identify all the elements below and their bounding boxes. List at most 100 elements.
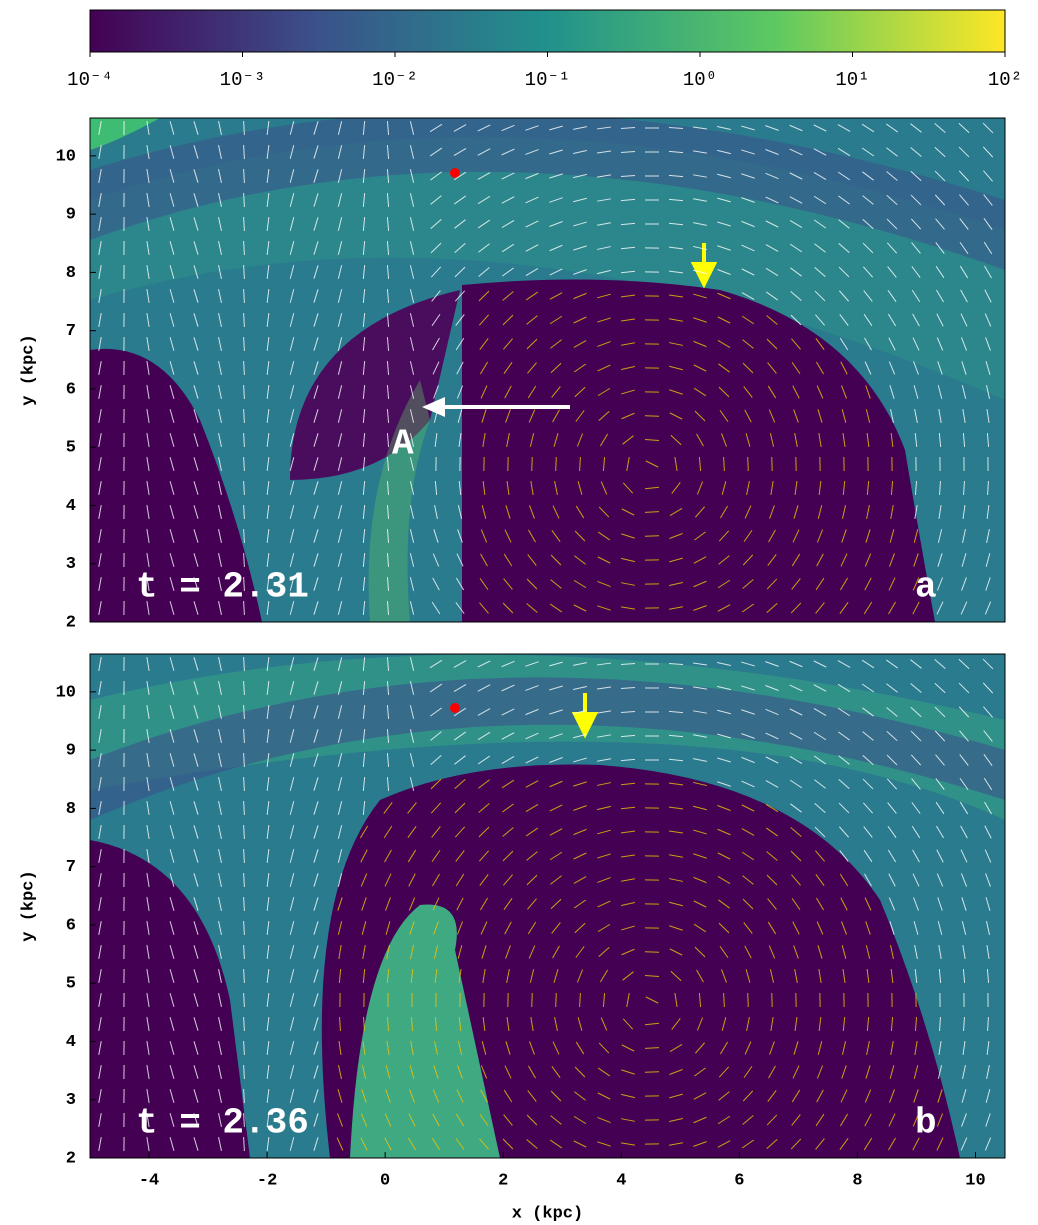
velocity-arrow <box>839 337 849 351</box>
velocity-arrow <box>693 556 707 564</box>
velocity-arrow <box>218 241 222 255</box>
velocity-arrow <box>337 337 343 351</box>
velocity-arrow <box>98 385 102 399</box>
velocity-arrow <box>838 242 850 254</box>
velocity-arrow <box>313 361 319 375</box>
velocity-arrow <box>98 577 102 591</box>
velocity-arrow <box>218 553 222 567</box>
velocity-arrow <box>620 734 636 738</box>
velocity-arrow <box>218 873 222 887</box>
velocity-arrow <box>576 969 584 983</box>
velocity-arrow <box>361 1089 367 1103</box>
velocity-arrow <box>813 148 827 156</box>
velocity-arrow <box>98 361 102 375</box>
velocity-arrow <box>935 289 945 303</box>
velocity-arrow <box>243 456 245 472</box>
velocity-arrow <box>337 553 343 567</box>
velocity-arrow <box>889 385 895 399</box>
velocity-arrow <box>313 921 319 935</box>
velocity-arrow <box>890 409 894 423</box>
velocity-arrow <box>938 945 942 959</box>
velocity-arrow <box>384 849 392 863</box>
velocity-arrow <box>598 946 610 958</box>
red-dot <box>450 703 460 713</box>
velocity-arrow <box>98 1017 102 1031</box>
velocity-arrow <box>218 993 222 1007</box>
velocity-arrow <box>698 456 702 472</box>
velocity-arrow <box>479 338 489 350</box>
velocity-arrow <box>501 779 515 789</box>
velocity-arrow <box>453 171 467 181</box>
velocity-arrow <box>266 192 270 208</box>
velocity-arrow <box>505 505 511 519</box>
velocity-arrow <box>266 336 270 352</box>
velocity-arrow <box>502 1138 514 1150</box>
velocity-arrow <box>669 412 683 420</box>
velocity-arrow <box>502 291 514 301</box>
velocity-arrow <box>985 873 991 887</box>
velocity-arrow <box>362 384 366 400</box>
velocity-arrow <box>479 577 489 591</box>
velocity-arrow <box>146 1065 150 1079</box>
velocity-arrow <box>742 579 754 589</box>
velocity-arrow <box>597 829 611 835</box>
velocity-arrow <box>765 125 779 131</box>
velocity-arrow <box>429 123 443 133</box>
velocity-arrow <box>718 530 730 542</box>
y-tick-label: 5 <box>66 975 76 994</box>
velocity-arrow <box>839 314 849 326</box>
velocity-arrow <box>839 577 849 591</box>
velocity-arrow <box>362 576 366 592</box>
velocity-arrow <box>669 854 683 858</box>
velocity-arrow <box>430 266 442 278</box>
velocity-arrow <box>816 921 824 935</box>
velocity-arrow <box>551 1066 561 1078</box>
velocity-arrow <box>837 660 851 668</box>
velocity-arrow <box>911 802 921 814</box>
velocity-arrow <box>813 172 827 180</box>
velocity-arrow <box>765 708 779 716</box>
velocity-arrow <box>934 730 946 742</box>
velocity-arrow <box>792 921 800 935</box>
velocity-arrow <box>958 658 970 670</box>
velocity-arrow <box>243 1136 245 1152</box>
time-label: t = 2.31 <box>136 567 309 608</box>
velocity-arrow <box>337 897 343 911</box>
velocity-arrow <box>525 125 539 131</box>
velocity-arrow <box>482 480 486 496</box>
velocity-arrow <box>243 600 245 616</box>
velocity-arrow <box>313 945 319 959</box>
velocity-arrow <box>337 217 343 231</box>
velocity-arrow <box>574 922 586 934</box>
velocity-arrow <box>243 824 245 840</box>
velocity-arrow <box>865 529 871 543</box>
velocity-arrow <box>864 873 872 887</box>
velocity-arrow <box>838 219 850 229</box>
velocity-arrow <box>717 662 731 666</box>
velocity-arrow <box>98 481 102 495</box>
velocity-arrow <box>429 683 443 693</box>
velocity-arrow <box>218 849 222 863</box>
velocity-arrow <box>766 874 778 886</box>
velocity-arrow <box>266 728 270 744</box>
velocity-arrow <box>193 313 199 327</box>
velocity-arrow <box>742 339 754 349</box>
velocity-arrow <box>362 704 366 720</box>
velocity-arrow <box>574 1066 586 1078</box>
velocity-arrow <box>218 1113 222 1127</box>
velocity-arrow <box>243 528 245 544</box>
velocity-arrow <box>169 705 175 719</box>
velocity-arrow <box>693 317 707 323</box>
velocity-arrow <box>289 777 295 791</box>
velocity-arrow <box>597 222 611 226</box>
velocity-arrow <box>717 875 731 885</box>
velocity-arrow <box>573 604 587 612</box>
y-axis-label: y (kpc) <box>19 334 38 405</box>
velocity-arrow <box>985 897 991 911</box>
velocity-arrow <box>889 1065 895 1079</box>
velocity-arrow <box>573 1140 587 1148</box>
velocity-arrow <box>146 681 150 695</box>
velocity-arrow <box>550 1115 562 1125</box>
velocity-arrow <box>313 169 319 183</box>
velocity-arrow <box>695 1042 705 1054</box>
